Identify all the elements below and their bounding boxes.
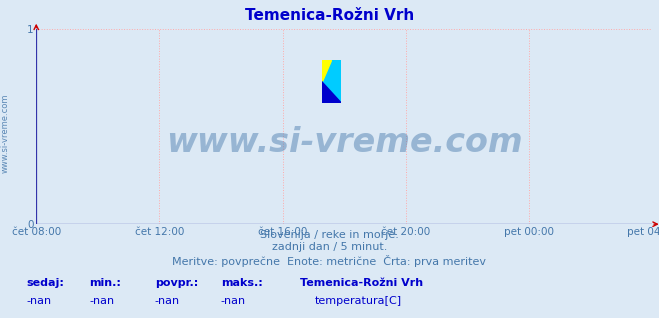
Text: www.si-vreme.com: www.si-vreme.com [166, 126, 523, 159]
Text: -nan: -nan [89, 296, 114, 306]
Text: Temenica-Rožni Vrh: Temenica-Rožni Vrh [300, 278, 423, 288]
Text: www.si-vreme.com: www.si-vreme.com [1, 94, 10, 173]
Polygon shape [322, 60, 341, 103]
Text: -nan: -nan [221, 296, 246, 306]
Text: Meritve: povprečne  Enote: metrične  Črta: prva meritev: Meritve: povprečne Enote: metrične Črta:… [173, 255, 486, 267]
Text: -nan: -nan [26, 296, 51, 306]
Text: temperatura[C]: temperatura[C] [315, 296, 402, 306]
Polygon shape [322, 60, 331, 81]
Text: min.:: min.: [89, 278, 121, 288]
Polygon shape [322, 81, 341, 103]
Text: povpr.:: povpr.: [155, 278, 198, 288]
Text: sedaj:: sedaj: [26, 278, 64, 288]
Polygon shape [322, 60, 341, 103]
Text: Temenica-Rožni Vrh: Temenica-Rožni Vrh [245, 8, 414, 23]
Text: zadnji dan / 5 minut.: zadnji dan / 5 minut. [272, 242, 387, 252]
Text: maks.:: maks.: [221, 278, 262, 288]
Text: Slovenija / reke in morje.: Slovenija / reke in morje. [260, 230, 399, 239]
Text: -nan: -nan [155, 296, 180, 306]
